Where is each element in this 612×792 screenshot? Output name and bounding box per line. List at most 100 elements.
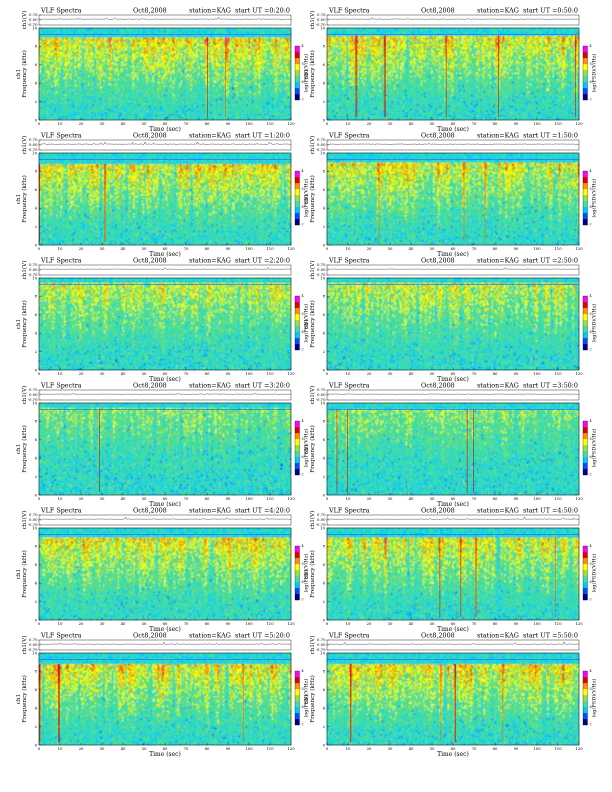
time-tick-label: 40 [121,746,126,751]
time-tick-label: 10 [346,121,351,126]
time-tick-label: 40 [409,746,414,751]
panel-start-time: start UT =1:50:0 [523,132,578,140]
time-tick-label: 50 [142,246,147,251]
frequency-tick-label: 4 [35,581,38,586]
spectrogram-cells [327,403,579,495]
colorbar-tick-label: -4 [301,544,304,548]
panel-date: Oct8,2008 [421,257,455,265]
spectrogram [327,153,579,245]
waveform-frame [327,265,579,275]
spectrogram-cells [327,653,579,745]
time-tick-label: 50 [142,496,147,501]
time-tick-label: 10 [346,746,351,751]
waveform-frame [39,15,291,25]
panel-3: VLF Spectra Oct8,2008 station=KAG start UT … [16,132,310,259]
time-tick-label: 20 [367,496,372,501]
waveform-ylabel: ch1(V) [309,511,316,530]
spectrogram [327,528,579,620]
frequency-tick-label: 8 [323,44,326,49]
time-tick-label: 70 [472,121,477,126]
spectrogram-cells [327,153,579,245]
frequency-tick-label: 2 [35,474,38,479]
time-tick-label: 120 [575,621,583,626]
frequency-axis-label: Frequency (kHz) [309,300,316,348]
frequency-tick-label: 8 [323,544,326,549]
vlf-spectra-sheet: VLF Spectra Oct8,2008 station=KAG start UT … [0,0,612,792]
frequency-tick-label: 8 [323,419,326,424]
time-tick-label: 120 [575,496,583,501]
time-tick-label: 90 [226,121,231,126]
frequency-axis-label: Frequency (kHz) [309,50,316,98]
time-tick-label: 70 [472,621,477,626]
frequency-tick-label: 2 [35,99,38,104]
colorbar-tick-label: -4 [589,669,592,673]
time-tick-label: 50 [142,121,147,126]
time-tick-label: 30 [388,246,393,251]
time-tick-label: 40 [121,621,126,626]
time-tick-label: 20 [367,621,372,626]
colorbar-tick-label: -7 [589,98,592,102]
time-tick-label: 100 [533,121,541,126]
time-tick-label: 100 [533,746,541,751]
frequency-tick-label: 6 [35,312,38,317]
frequency-tick-label: 8 [35,44,38,49]
time-tick-label: 0 [326,371,329,376]
time-tick-label: 50 [430,371,435,376]
time-tick-label: 50 [430,121,435,126]
colorbar-tick-label: -7 [301,473,304,477]
time-tick-label: 10 [58,121,63,126]
colorbar-tick-label: -4 [301,419,304,423]
time-tick-label: 40 [121,246,126,251]
panel-start-time: start UT =5:50:0 [523,632,578,640]
time-tick-label: 110 [554,621,562,626]
time-tick-label: 10 [58,496,63,501]
time-tick-label: 40 [409,246,414,251]
spectrogram-cells [327,28,579,120]
frequency-axis-label: Frequency (kHz) [21,425,28,473]
frequency-tick-label: 8 [323,169,326,174]
frequency-tick-label: 4 [323,456,326,461]
panel-title: VLF Spectra [40,132,82,140]
frequency-tick-label: 10 [32,650,37,655]
time-tick-label: 30 [100,371,105,376]
time-tick-label: 0 [326,121,329,126]
colorbar-tick-label: -4 [589,294,592,298]
time-tick-label: 120 [575,246,583,251]
time-tick-label: 100 [245,371,253,376]
spectrogram [39,653,291,745]
waveform-ylabel: ch1(V) [309,136,316,155]
waveform-ylabel: ch1(V) [21,261,28,280]
panel-date: Oct8,2008 [133,382,167,390]
spectrogram-cells [39,278,291,370]
colorbar-tick-label: -4 [301,44,304,48]
time-tick-label: 80 [493,746,498,751]
frequency-tick-label: 10 [320,400,325,405]
spectrogram [39,528,291,620]
time-tick-label: 80 [205,121,210,126]
time-tick-label: 40 [409,621,414,626]
frequency-tick-label: 4 [35,456,38,461]
frequency-tick-label: 2 [323,349,326,354]
frequency-tick-label: 6 [35,187,38,192]
time-tick-label: 110 [266,246,274,251]
frequency-axis-label: Frequency (kHz) [21,300,28,348]
time-tick-label: 0 [38,746,41,751]
frequency-tick-label: 4 [323,581,326,586]
time-tick-label: 0 [326,621,329,626]
time-tick-label: 20 [79,496,84,501]
time-tick-label: 120 [575,121,583,126]
time-tick-label: 30 [100,746,105,751]
time-tick-label: 30 [388,496,393,501]
time-tick-label: 0 [326,746,329,751]
panel-start-time: start UT =2:20:0 [235,257,290,265]
panel-title: VLF Spectra [40,382,82,390]
time-tick-label: 20 [367,371,372,376]
time-tick-label: 120 [575,371,583,376]
frequency-axis-label: Frequency (kHz) [21,175,28,223]
frequency-tick-label: 10 [32,525,37,530]
panel-station: station=KAG [189,632,231,640]
frequency-tick-label: 10 [320,275,325,280]
frequency-tick-label: 2 [323,99,326,104]
time-tick-label: 30 [100,121,105,126]
panel-start-time: start UT =4:50:0 [523,507,578,515]
